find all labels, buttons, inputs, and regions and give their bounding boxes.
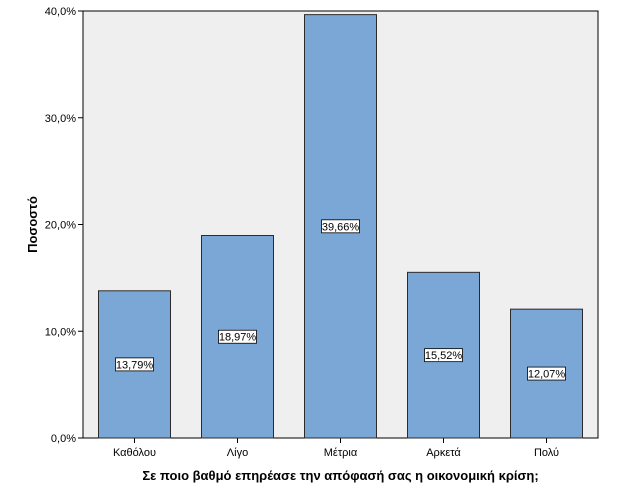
bars-group: 13,79% 18,97% 39,66% 15,52% 12,07%	[98, 14, 583, 439]
y-axis: 0,0% 10,0% 20,0% 30,0% 40,0%	[45, 6, 83, 445]
x-tick-label: Αρκετά	[426, 447, 461, 459]
data-label: 13,79%	[116, 359, 154, 371]
data-label: 15,52%	[425, 350, 463, 362]
x-tick-label: Καθόλου	[113, 447, 156, 459]
y-tick-label: 0,0%	[51, 433, 76, 445]
data-label: 18,97%	[219, 332, 257, 344]
x-tick-label: Πολύ	[534, 447, 559, 459]
data-label-box	[218, 329, 257, 344]
y-tick-label: 20,0%	[45, 220, 76, 232]
data-label: 39,66%	[322, 221, 360, 233]
y-tick-label: 10,0%	[45, 326, 76, 338]
x-axis: Καθόλου Λίγο Μέτρια Αρκετά Πολύ	[113, 438, 559, 459]
data-label-box	[424, 348, 463, 363]
y-tick-label: 40,0%	[45, 6, 76, 18]
data-label-box	[527, 366, 566, 381]
y-axis-title: Ποσοστό	[25, 196, 40, 253]
x-axis-title: Σε ποιο βαθμό επηρέασε την απόφασή σας η…	[142, 468, 538, 483]
data-label-box	[321, 219, 360, 234]
y-tick-label: 30,0%	[45, 113, 76, 125]
data-label: 12,07%	[528, 369, 566, 381]
data-label-box	[115, 357, 154, 372]
x-tick-label: Λίγο	[227, 447, 248, 459]
x-tick-label: Μέτρια	[324, 447, 358, 459]
